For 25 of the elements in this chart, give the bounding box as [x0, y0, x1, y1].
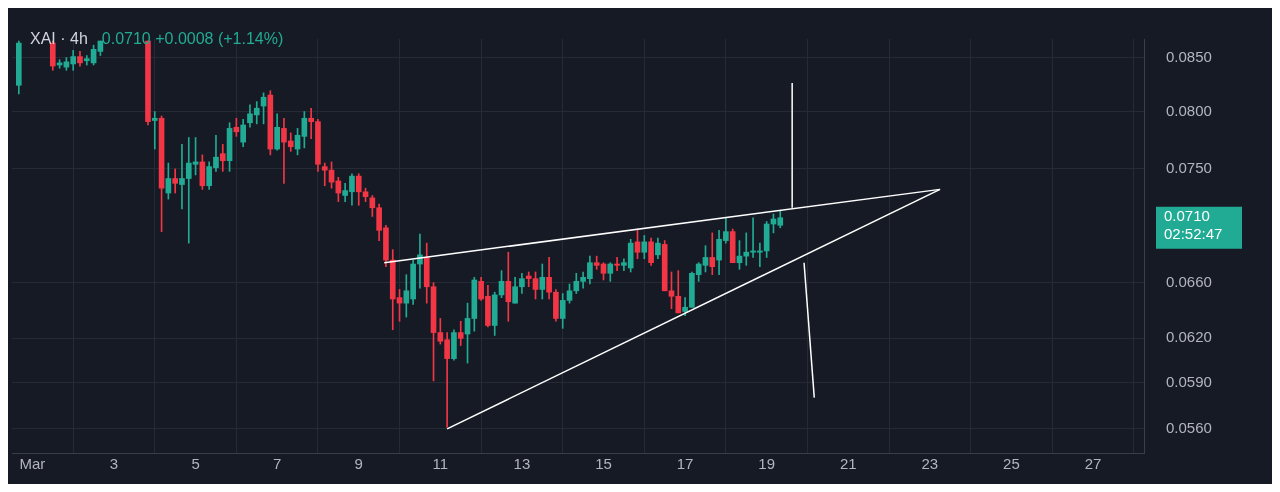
y-tick-label: 0.0850	[1166, 47, 1212, 65]
text: 0.0710	[1164, 206, 1210, 224]
x-tick-label: 25	[1003, 455, 1020, 473]
y-tick-label: 0.0660	[1166, 272, 1212, 290]
text: 02:52:47	[1164, 224, 1223, 242]
x-tick-label: 7	[272, 455, 282, 473]
chart-title: XAI · 4h	[30, 30, 88, 48]
x-tick-label: 21	[839, 455, 857, 473]
y-tick-label: 0.0560	[1166, 418, 1212, 436]
chart-subtitle: 0.0710 +0.0008 (+1.14%)	[101, 30, 284, 48]
x-tick-label: 23	[921, 455, 939, 473]
x-tick-label: 11	[432, 455, 449, 473]
y-tick-label: 0.0590	[1166, 372, 1212, 390]
x-tick-label: 19	[758, 455, 776, 473]
x-tick-label: 17	[676, 455, 694, 473]
x-tick-label: Mar	[19, 455, 46, 473]
x-tick-label: 27	[1084, 455, 1102, 473]
x-tick-label: 15	[595, 455, 612, 473]
x-tick-label: 5	[191, 455, 200, 473]
x-tick-label: 13	[513, 455, 531, 473]
y-tick-label: 0.0750	[1166, 159, 1212, 177]
x-tick-label: 3	[109, 455, 119, 473]
x-tick-label: 9	[354, 455, 363, 473]
y-tick-label: 0.0800	[1166, 101, 1212, 119]
y-tick-label: 0.0620	[1166, 328, 1212, 346]
